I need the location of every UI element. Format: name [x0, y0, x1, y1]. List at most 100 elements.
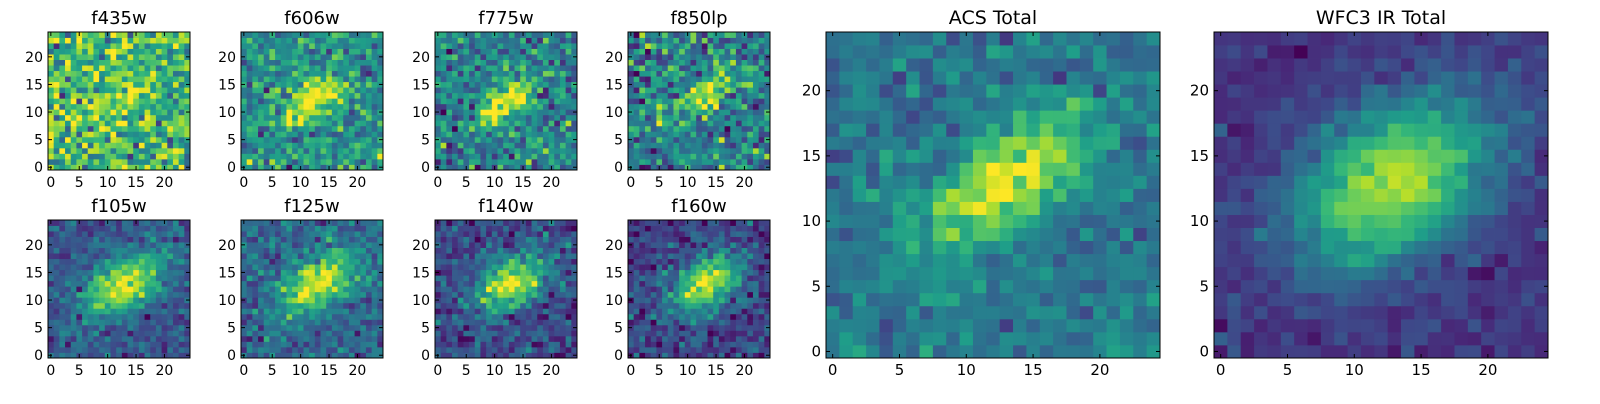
pixel [645, 82, 651, 88]
pixel [708, 148, 714, 154]
pixel [184, 231, 190, 237]
pixel [54, 131, 60, 137]
pixel [173, 248, 179, 254]
pixel [76, 237, 82, 243]
pixel [116, 308, 122, 314]
pixel [543, 120, 549, 126]
pixel [298, 253, 304, 259]
pixel [93, 32, 99, 38]
pixel [673, 60, 679, 66]
pixel [150, 226, 156, 232]
pixel [122, 330, 128, 336]
pixel [269, 325, 275, 331]
pixel [281, 60, 287, 66]
pixel [88, 286, 94, 292]
pixel [509, 242, 515, 248]
pixel [377, 281, 383, 287]
pixel [560, 126, 566, 132]
pixel [435, 264, 441, 270]
pixel [713, 120, 719, 126]
pixel [54, 347, 60, 353]
pixel [475, 347, 481, 353]
pixel [651, 137, 657, 143]
pixel [281, 308, 287, 314]
pixel [377, 292, 383, 298]
pixel [736, 131, 742, 137]
pixel [275, 275, 281, 281]
pixel [286, 137, 292, 143]
pixel [372, 303, 378, 309]
pixel [326, 286, 332, 292]
pixel [99, 82, 105, 88]
pixel [162, 308, 168, 314]
pixel [656, 347, 662, 353]
pixel [145, 120, 151, 126]
pixel [247, 220, 253, 226]
pixel [509, 270, 515, 276]
pixel [162, 347, 168, 353]
pixel [71, 341, 77, 347]
pixel [708, 347, 714, 353]
pixel [281, 43, 287, 49]
pixel [105, 142, 111, 148]
pixel [628, 60, 634, 66]
pixel [264, 341, 270, 347]
pixel [173, 32, 179, 38]
pixel [269, 314, 275, 320]
pixel [656, 325, 662, 331]
pixel [343, 270, 349, 276]
pixel [162, 148, 168, 154]
pixel [475, 330, 481, 336]
pixel [326, 314, 332, 320]
pixel [252, 341, 258, 347]
pixel [286, 131, 292, 137]
pixel [303, 148, 309, 154]
pixel [543, 159, 549, 165]
pixel [685, 60, 691, 66]
pixel [366, 281, 372, 287]
pixel [105, 148, 111, 154]
pixel [668, 281, 674, 287]
pixel [520, 38, 526, 44]
pixel [685, 38, 691, 44]
pixel [355, 153, 361, 159]
pixel [82, 336, 88, 342]
pixel [753, 32, 759, 38]
pixel [59, 259, 65, 265]
pixel [275, 43, 281, 49]
pixel [88, 65, 94, 71]
pixel [338, 341, 344, 347]
pixel [645, 120, 651, 126]
pixel [275, 286, 281, 292]
pixel [252, 71, 258, 77]
pixel [685, 286, 691, 292]
pixel [458, 153, 464, 159]
pixel [71, 330, 77, 336]
pixel [668, 60, 674, 66]
pixel [93, 325, 99, 331]
pixel [150, 341, 156, 347]
pixel [480, 82, 486, 88]
pixel [298, 54, 304, 60]
pixel [65, 220, 71, 226]
pixel [54, 148, 60, 154]
pixel [269, 297, 275, 303]
pixel [275, 281, 281, 287]
pixel [452, 104, 458, 110]
pixel [509, 49, 515, 55]
pixel [275, 347, 281, 353]
pixel [543, 71, 549, 77]
pixel [708, 325, 714, 331]
pixel [713, 115, 719, 121]
pixel [571, 314, 577, 320]
pixel [679, 126, 685, 132]
pixel [668, 126, 674, 132]
pixel [463, 131, 469, 137]
pixel [753, 308, 759, 314]
pixel [730, 49, 736, 55]
pixel [338, 347, 344, 353]
pixel [639, 297, 645, 303]
pixel [269, 98, 275, 104]
pixel [719, 275, 725, 281]
